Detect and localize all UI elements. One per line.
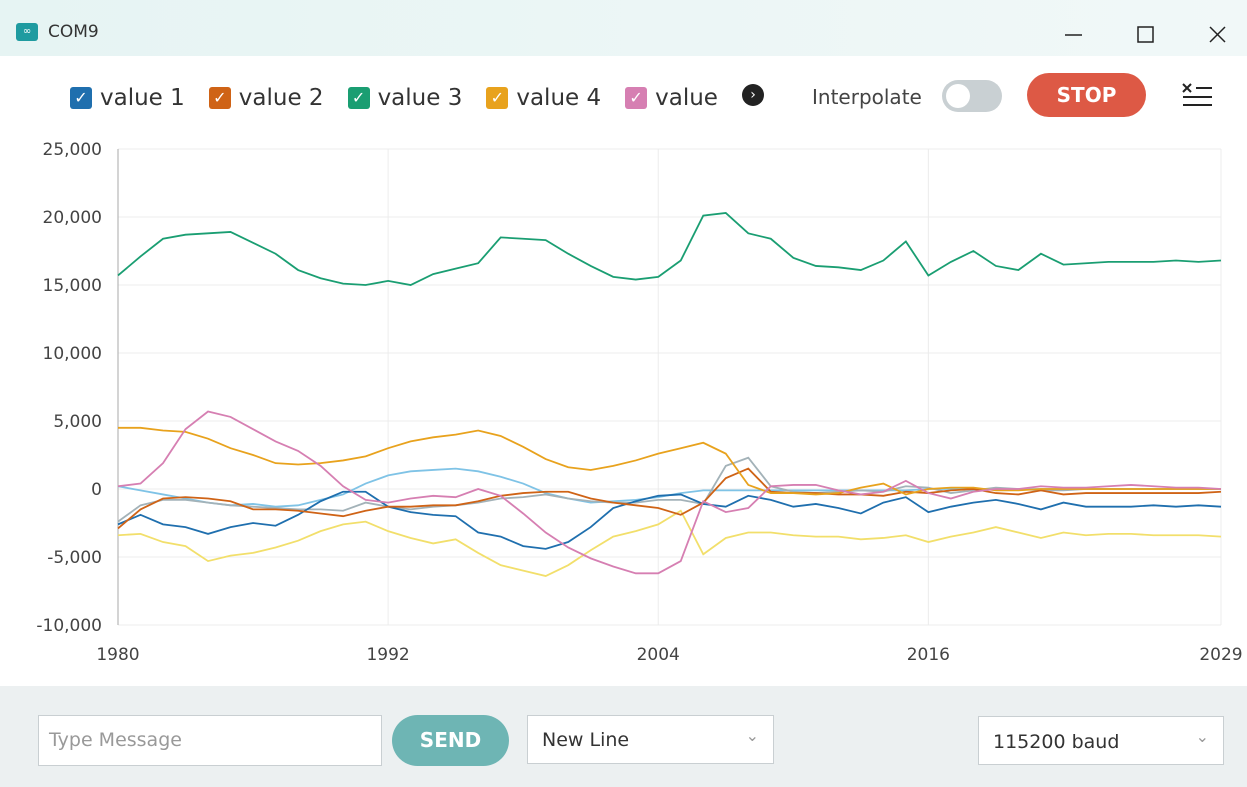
legend-checkbox[interactable]: ✓: [486, 87, 509, 109]
clear-button[interactable]: [1180, 78, 1214, 112]
y-tick-label: 5,000: [53, 412, 102, 432]
stop-button[interactable]: STOP: [1027, 73, 1146, 117]
y-tick-label: -10,000: [36, 616, 102, 636]
x-tick-label: 1992: [366, 645, 409, 665]
legend-item[interactable]: ✓ value 2: [208, 85, 324, 111]
legend-more[interactable]: ›: [742, 84, 764, 106]
y-tick-label: 25,000: [43, 140, 102, 160]
legend-label: value 3: [377, 85, 463, 111]
baud-rate: 115200 baud: [993, 731, 1120, 753]
series-line: [117, 490, 1222, 550]
window-buttons[interactable]: [1060, 20, 1240, 50]
x-tick-label: 1980: [96, 645, 139, 665]
legend-item[interactable]: ✓ value 5: [625, 85, 717, 111]
series-line: [117, 211, 1222, 286]
message-input[interactable]: Type Message: [38, 715, 382, 766]
x-tick-label: 2016: [907, 645, 950, 665]
legend-item[interactable]: ✓ value 4: [486, 85, 601, 111]
y-tick-label: 15,000: [43, 276, 102, 296]
y-tick-label: 20,000: [43, 208, 102, 228]
title-bar: [0, 0, 1247, 56]
baud-select[interactable]: 115200 baud ⌄: [978, 716, 1224, 765]
legend-item[interactable]: ✓ value 3: [347, 85, 463, 111]
y-tick-label: 10,000: [43, 344, 102, 364]
line-ending: New Line: [542, 729, 630, 751]
y-tick-label: -5,000: [47, 548, 102, 568]
interpolate-label: Interpolate: [812, 85, 922, 109]
series-line: [118, 426, 1221, 496]
x-tick-label: 2004: [637, 645, 680, 665]
legend-checkbox[interactable]: ✓: [347, 87, 370, 109]
series-line: [117, 410, 1222, 575]
y-tick-label: 0: [91, 480, 102, 500]
x-tick-label: 2029: [1199, 645, 1242, 665]
legend-label: value 4: [516, 85, 602, 111]
legend-checkbox[interactable]: ✓: [625, 87, 648, 109]
interpolate-toggle[interactable]: [942, 80, 1002, 112]
send-button[interactable]: SEND: [392, 715, 509, 766]
app-icon: ∞: [16, 23, 38, 41]
chevron: ⌄: [1195, 727, 1209, 746]
toggle-knob: [946, 84, 970, 108]
legend-label: value 5: [655, 85, 718, 111]
legend-label: value 1: [100, 85, 185, 111]
chevron: ⌄: [745, 726, 759, 745]
series-line: [117, 467, 1222, 530]
chart: -10,000 -5,000 0 5,000 10,000 15,000 20,000 25,…: [36, 140, 1242, 665]
legend: ✓ value 1 ✓ value 2 ✓ value 3 ✓ value 4 ✓ value 5: [70, 82, 717, 114]
series-line: [117, 509, 1222, 577]
legend-item[interactable]: ✓ value 1: [70, 85, 185, 111]
window-title: COM9: [48, 22, 99, 42]
line-ending-select[interactable]: New Line ⌄: [527, 715, 774, 764]
legend-checkbox[interactable]: ✓: [208, 87, 231, 109]
legend-label: value 2: [238, 85, 324, 111]
legend-checkbox[interactable]: ✓: [70, 87, 92, 109]
